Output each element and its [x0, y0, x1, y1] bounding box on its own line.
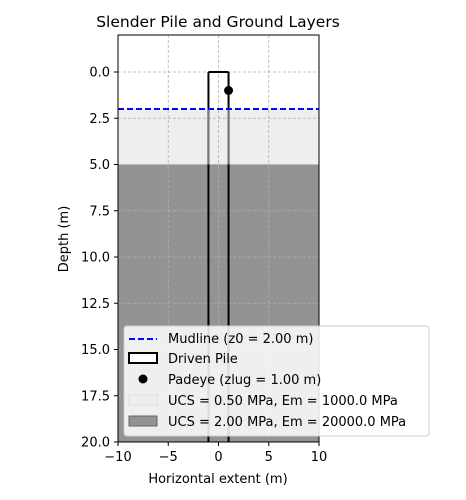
legend-swatch-layer-1 [128, 394, 158, 406]
legend: Mudline (z0 = 2.00 m) Driven Pile Padeye… [123, 325, 430, 437]
legend-swatch-pile [128, 352, 158, 364]
legend-item-layer-2: UCS = 2.00 MPa, Em = 20000.0 MPa [128, 415, 406, 430]
y-tick-label-3: 7.5 [89, 204, 110, 219]
x-tick-label-0: −10 [104, 450, 131, 465]
y-tick-label-1: 2.5 [89, 112, 110, 127]
y-tick-label-2: 5.0 [89, 158, 110, 173]
x-axis-label: Horizontal extent (m) [148, 472, 287, 487]
legend-label-layer-2: UCS = 2.00 MPa, Em = 20000.0 MPa [168, 415, 406, 430]
chart-title: Slender Pile and Ground Layers [96, 13, 340, 31]
x-tick-label-1: −5 [159, 450, 178, 465]
y-axis-ticks: 0.0 2.5 5.0 7.5 10.0 12.5 15.0 17.5 20.0 [81, 66, 118, 451]
y-axis-label: Depth (m) [57, 206, 72, 273]
x-tick-label-4: 10 [311, 450, 328, 465]
legend-label-mudline: Mudline (z0 = 2.00 m) [168, 332, 313, 347]
y-tick-label-4: 10.0 [81, 251, 110, 266]
x-tick-label-2: 0 [214, 450, 222, 465]
y-tick-label-7: 17.5 [81, 389, 110, 404]
y-tick-label-8: 20.0 [81, 436, 110, 451]
y-tick-label-6: 15.0 [81, 343, 110, 358]
x-axis-ticks: −10 −5 0 5 10 [104, 442, 327, 465]
y-tick-label-0: 0.0 [89, 66, 110, 81]
legend-swatch-layer-2 [128, 415, 158, 427]
legend-label-layer-1: UCS = 0.50 MPa, Em = 1000.0 MPa [168, 394, 398, 409]
legend-box [123, 325, 430, 437]
padeye-point [224, 86, 234, 95]
legend-item-pile: Driven Pile [128, 352, 238, 367]
legend-item-mudline: Mudline (z0 = 2.00 m) [129, 332, 313, 347]
y-tick-label-5: 12.5 [81, 297, 110, 312]
legend-label-pile: Driven Pile [168, 352, 238, 367]
x-tick-label-3: 5 [265, 450, 273, 465]
legend-item-layer-1: UCS = 0.50 MPa, Em = 1000.0 MPa [128, 394, 398, 409]
legend-label-padeye: Padeye (zlug = 1.00 m) [168, 373, 321, 388]
legend-item-padeye: Padeye (zlug = 1.00 m) [138, 373, 321, 388]
legend-swatch-padeye [138, 374, 148, 384]
